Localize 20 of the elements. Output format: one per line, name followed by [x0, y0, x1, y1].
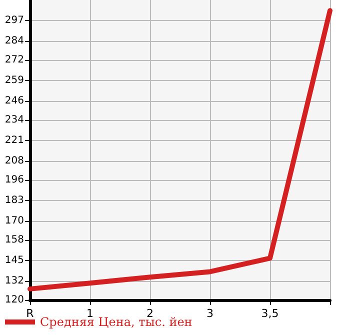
y-tick-label: 196 [4, 174, 24, 186]
x-tick-label: 3 [206, 307, 214, 320]
y-tick-label: 170 [4, 216, 24, 227]
y-tick-label: 145 [4, 255, 24, 266]
y-tick-label: 259 [4, 75, 24, 86]
y-tick-label: 132 [4, 276, 24, 287]
x-tick-label: R [26, 307, 34, 320]
y-tick-label: 120 [4, 294, 24, 306]
x-tick-label: 3,5 [261, 307, 279, 320]
y-tick-label: 246 [4, 96, 24, 107]
x-tick-label: 2 [146, 307, 154, 320]
y-tick-label: 297 [4, 15, 24, 26]
y-tick-label: 221 [4, 135, 24, 146]
y-tick-label: 158 [4, 234, 24, 246]
x-tick-label: 1 [86, 307, 94, 320]
y-tick-label: 284 [4, 36, 24, 47]
y-tick-label: 272 [4, 54, 24, 66]
y-tick-label: 208 [4, 156, 24, 167]
y-tick-label: 234 [4, 114, 24, 126]
y-tick-label: 183 [4, 195, 24, 206]
